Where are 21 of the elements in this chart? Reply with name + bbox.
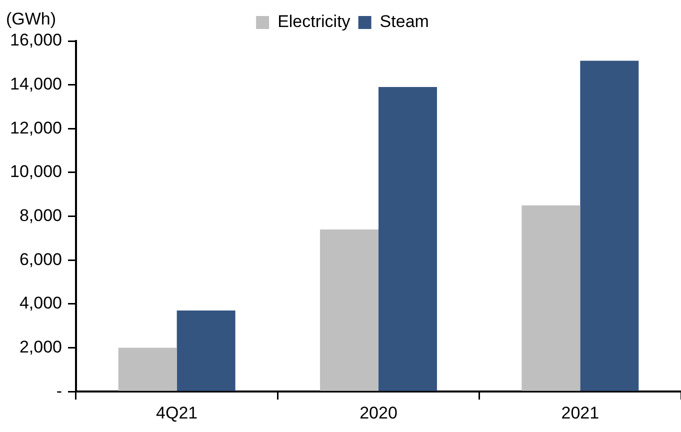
bar — [118, 348, 177, 391]
bar — [580, 60, 639, 391]
bar — [522, 205, 580, 391]
y-tick-label: 6,000 — [19, 250, 62, 269]
y-tick-label: 2,000 — [19, 337, 62, 356]
x-tick-label: 2020 — [360, 403, 398, 422]
y-tick-label: 8,000 — [19, 206, 62, 225]
y-tick-label: - — [56, 381, 62, 400]
bar — [320, 229, 378, 391]
y-tick-label: 16,000 — [10, 30, 62, 50]
y-axis-title: (GWh) — [6, 10, 56, 29]
bar — [176, 310, 236, 391]
legend-label: Electricity — [278, 12, 351, 32]
y-tick-label: 4,000 — [19, 294, 62, 313]
y-tick-label: 10,000 — [10, 162, 62, 182]
x-tick-label: 4Q21 — [156, 403, 198, 422]
legend-label: Steam — [380, 12, 429, 32]
y-tick-label: 14,000 — [10, 74, 62, 94]
y-tick-label: 12,000 — [10, 118, 62, 138]
bar — [378, 87, 437, 391]
x-tick-label: 2021 — [561, 403, 600, 422]
